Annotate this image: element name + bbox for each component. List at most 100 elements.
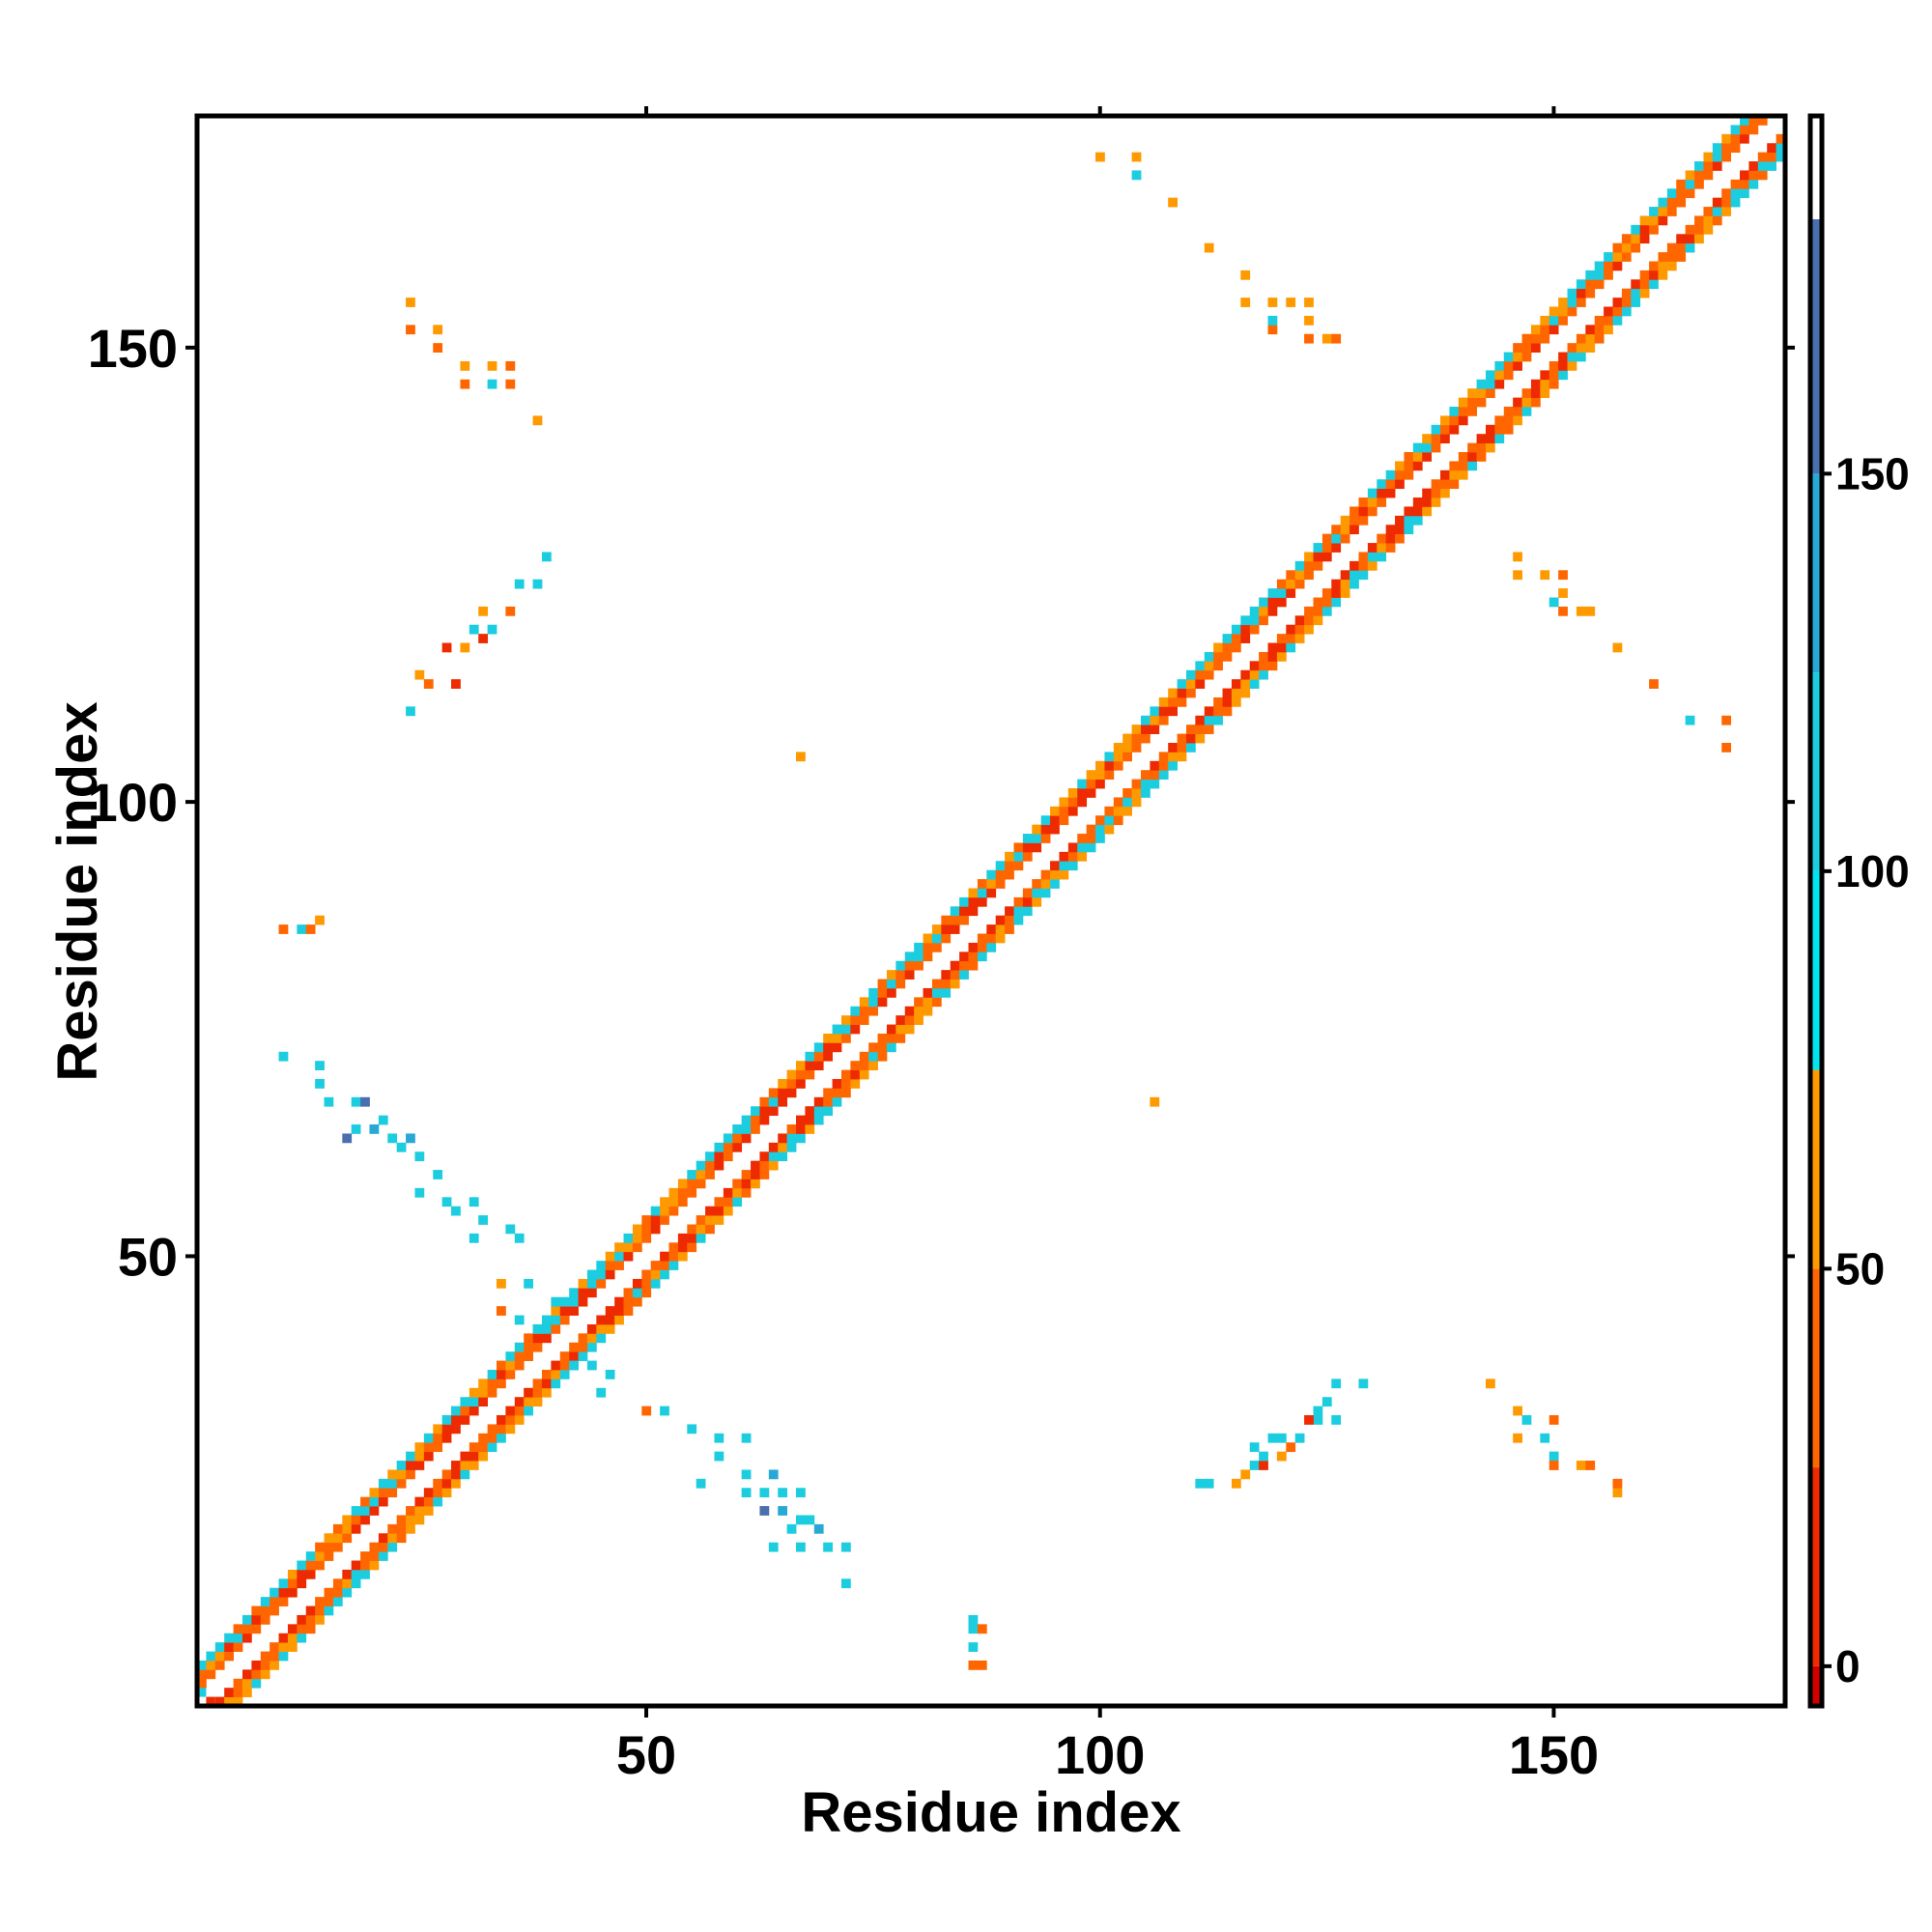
heatmap-cell bbox=[759, 1488, 770, 1498]
heatmap-cell bbox=[1313, 552, 1323, 562]
heatmap-cell bbox=[224, 1688, 234, 1697]
heatmap-cell bbox=[487, 1387, 497, 1398]
heatmap-cell bbox=[1621, 298, 1632, 307]
heatmap-cell bbox=[796, 1488, 806, 1498]
heatmap-cell bbox=[1395, 461, 1405, 471]
heatmap-cell bbox=[1231, 624, 1241, 635]
heatmap-cell bbox=[1350, 515, 1359, 526]
heatmap-cell bbox=[369, 1496, 380, 1507]
heatmap-cell bbox=[1032, 824, 1042, 835]
heatmap-cell bbox=[315, 1542, 325, 1552]
heatmap-cell bbox=[1286, 579, 1296, 589]
heatmap-cell bbox=[805, 1069, 815, 1080]
heatmap-cell bbox=[324, 1605, 334, 1616]
heatmap-cell bbox=[1576, 288, 1586, 298]
heatmap-cell bbox=[605, 1306, 615, 1316]
heatmap-cell bbox=[968, 1624, 979, 1634]
heatmap-cell bbox=[1540, 325, 1550, 335]
heatmap-cell bbox=[351, 1124, 361, 1134]
heatmap-cell bbox=[1321, 606, 1332, 616]
heatmap-cell bbox=[968, 942, 979, 952]
heatmap-cell bbox=[877, 1042, 888, 1053]
heatmap-cell bbox=[478, 1378, 489, 1389]
heatmap-cell bbox=[460, 1469, 470, 1480]
heatmap-cell bbox=[1005, 861, 1014, 871]
heatmap-cell bbox=[623, 1288, 634, 1298]
heatmap-cell bbox=[596, 1278, 607, 1289]
heatmap-cell bbox=[360, 1551, 370, 1561]
heatmap-cell bbox=[278, 924, 289, 934]
heatmap-cell bbox=[1513, 343, 1522, 353]
heatmap-cell bbox=[1104, 824, 1115, 835]
heatmap-cell bbox=[451, 1206, 461, 1216]
heatmap-cell bbox=[832, 1079, 842, 1089]
heatmap-cell bbox=[813, 1061, 824, 1070]
heatmap-cell bbox=[396, 1533, 407, 1544]
heatmap-cell bbox=[1513, 415, 1522, 426]
heatmap-cell bbox=[751, 1170, 760, 1179]
heatmap-cell bbox=[406, 1451, 415, 1462]
heatmap-cell bbox=[1631, 298, 1641, 307]
heatmap-cell bbox=[423, 1506, 434, 1516]
heatmap-cell bbox=[1249, 669, 1260, 680]
heatmap-cell bbox=[441, 1415, 452, 1425]
heatmap-cell bbox=[260, 1605, 270, 1616]
heatmap-cell bbox=[1649, 224, 1659, 235]
heatmap-cell bbox=[786, 1523, 797, 1534]
heatmap-cell bbox=[1259, 606, 1268, 616]
heatmap-cell bbox=[1340, 533, 1350, 544]
heatmap-cell bbox=[705, 1160, 715, 1171]
heatmap-cell bbox=[931, 979, 942, 989]
heatmap-cell bbox=[369, 1560, 380, 1571]
heatmap-cell bbox=[305, 1614, 316, 1625]
heatmap-cell bbox=[886, 987, 896, 998]
heatmap-cell bbox=[1676, 234, 1687, 244]
heatmap-cell bbox=[1540, 315, 1550, 326]
heatmap-cell bbox=[1449, 461, 1460, 471]
heatmap-cell bbox=[1703, 207, 1714, 216]
heatmap-cell bbox=[1494, 415, 1505, 426]
heatmap-cell bbox=[369, 1551, 380, 1561]
heatmap-cell bbox=[895, 1015, 906, 1025]
heatmap-cell bbox=[859, 1069, 869, 1080]
heatmap-cell bbox=[1476, 379, 1487, 389]
heatmap-cell bbox=[1658, 270, 1668, 280]
heatmap-cell bbox=[1122, 806, 1133, 816]
heatmap-cell bbox=[1259, 651, 1268, 662]
heatmap-cell bbox=[441, 642, 452, 653]
heatmap-cell bbox=[1294, 570, 1305, 581]
heatmap-cell bbox=[214, 1651, 225, 1662]
heatmap-cell bbox=[197, 1660, 207, 1670]
heatmap-cell bbox=[541, 1333, 552, 1344]
heatmap-cell bbox=[1412, 515, 1423, 526]
heatmap-cell bbox=[1558, 352, 1568, 362]
heatmap-cell bbox=[977, 888, 987, 898]
heatmap-cell bbox=[1540, 370, 1550, 381]
heatmap-cell bbox=[914, 1006, 923, 1016]
heatmap-cell bbox=[478, 1442, 489, 1453]
heatmap-cell bbox=[1158, 760, 1169, 771]
heatmap-cell bbox=[1440, 434, 1450, 444]
heatmap-cell bbox=[378, 1496, 388, 1507]
heatmap-cell bbox=[813, 1115, 824, 1125]
heatmap-cell bbox=[1067, 861, 1078, 871]
heatmap-cell bbox=[1204, 706, 1214, 717]
heatmap-cell bbox=[668, 1251, 679, 1262]
heatmap-cell bbox=[1331, 1415, 1342, 1425]
heatmap-cell bbox=[1050, 861, 1060, 871]
heatmap-cell bbox=[1503, 360, 1514, 371]
heatmap-cell bbox=[451, 1478, 461, 1489]
heatmap-cell bbox=[995, 915, 1006, 925]
heatmap-cell bbox=[1685, 179, 1695, 189]
heatmap-cell bbox=[1431, 497, 1441, 507]
heatmap-cell bbox=[1513, 1406, 1522, 1416]
heatmap-cell bbox=[342, 1133, 353, 1144]
heatmap-cell bbox=[541, 1378, 552, 1389]
heatmap-cell bbox=[360, 1506, 370, 1516]
heatmap-cell bbox=[1095, 760, 1105, 771]
heatmap-cell bbox=[1385, 533, 1396, 544]
heatmap-cell bbox=[1240, 624, 1251, 635]
heatmap-cell bbox=[423, 1496, 434, 1507]
heatmap-cell bbox=[433, 1424, 443, 1435]
heatmap-cell bbox=[1350, 525, 1359, 535]
